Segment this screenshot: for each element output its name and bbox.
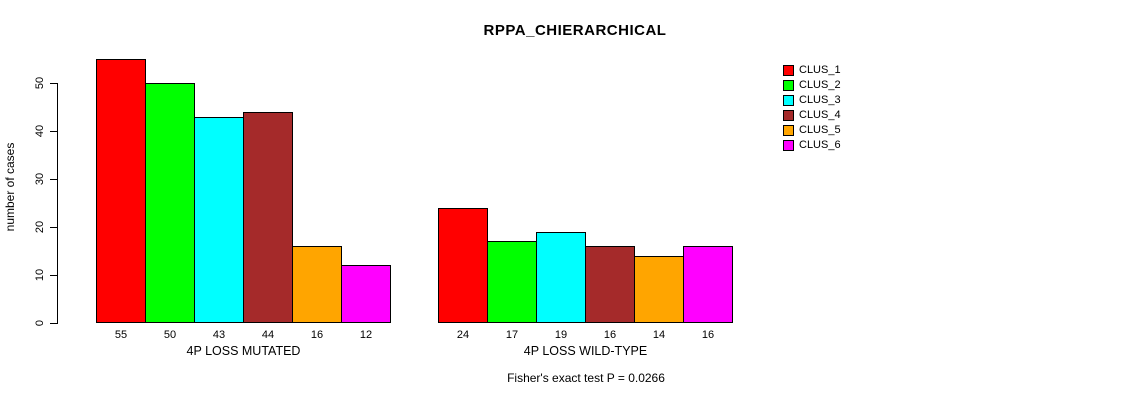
annotation-text: Fisher's exact test P = 0.0266 [507, 371, 665, 385]
bar-value-label: 50 [163, 329, 177, 341]
legend-swatch [783, 80, 794, 91]
y-tick-label: 40 [34, 124, 46, 138]
bar-clus_5 [292, 246, 342, 323]
bar-value-label: 19 [554, 329, 568, 341]
legend: CLUS_1 CLUS_2 CLUS_3 CLUS_4 CLUS_5 CLUS_6 [783, 63, 841, 153]
bar-clus_3 [194, 117, 244, 323]
bar-value-label: 24 [456, 329, 470, 341]
bar-clus_1 [96, 59, 146, 323]
bar-clus_2 [487, 241, 537, 323]
y-tick-label: 0 [34, 319, 46, 327]
legend-item: CLUS_4 [783, 108, 841, 123]
bar-clus_3 [536, 232, 586, 323]
legend-item: CLUS_2 [783, 78, 841, 93]
y-tick-mark [50, 179, 58, 180]
y-tick-label: 50 [34, 76, 46, 90]
bar-clus_6 [341, 265, 391, 323]
legend-item: CLUS_5 [783, 123, 841, 138]
legend-item: CLUS_3 [783, 93, 841, 108]
y-axis-label: number of cases [3, 142, 17, 232]
chart-title: RPPA_CHIERARCHICAL [483, 22, 667, 39]
y-tick-label: 30 [34, 172, 46, 186]
legend-item-label: CLUS_2 [799, 79, 841, 91]
bar-value-label: 16 [701, 329, 715, 341]
y-tick-label: 10 [34, 268, 46, 282]
bar-value-label: 44 [261, 329, 275, 341]
bar-clus_1 [438, 208, 488, 323]
bar-value-label: 17 [505, 329, 519, 341]
legend-swatch [783, 125, 794, 136]
bar-clus_5 [634, 256, 684, 323]
legend-item-label: CLUS_1 [799, 64, 841, 76]
legend-item: CLUS_1 [783, 63, 841, 78]
legend-item-label: CLUS_5 [799, 124, 841, 136]
legend-swatch [783, 65, 794, 76]
y-tick-label: 20 [34, 220, 46, 234]
y-tick-mark [50, 83, 58, 84]
y-tick-mark [50, 131, 58, 132]
bar-clus_4 [243, 112, 293, 323]
bar-value-label: 43 [212, 329, 226, 341]
legend-swatch [783, 140, 794, 151]
legend-swatch [783, 110, 794, 121]
group-axis-label: 4P LOSS WILD-TYPE [523, 344, 648, 358]
legend-item-label: CLUS_6 [799, 139, 841, 151]
bar-value-label: 14 [652, 329, 666, 341]
legend-item: CLUS_6 [783, 138, 841, 153]
bar-clus_2 [145, 83, 195, 323]
bar-clus_4 [585, 246, 635, 323]
bar-value-label: 16 [603, 329, 617, 341]
legend-item-label: CLUS_3 [799, 94, 841, 106]
bar-clus_6 [683, 246, 733, 323]
group-axis-label: 4P LOSS MUTATED [186, 344, 301, 358]
legend-item-label: CLUS_4 [799, 109, 841, 121]
bar-value-label: 16 [310, 329, 324, 341]
bar-value-label: 55 [114, 329, 128, 341]
legend-swatch [783, 95, 794, 106]
bar-value-label: 12 [359, 329, 373, 341]
y-tick-mark [50, 323, 58, 324]
y-tick-mark [50, 275, 58, 276]
y-axis-line [57, 83, 58, 324]
y-tick-mark [50, 227, 58, 228]
